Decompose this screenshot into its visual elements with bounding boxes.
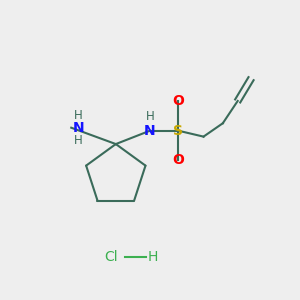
Text: H: H — [146, 110, 154, 123]
Text: H: H — [148, 250, 158, 264]
Text: N: N — [144, 124, 156, 138]
Text: N: N — [73, 121, 85, 135]
Text: O: O — [172, 153, 184, 167]
Text: H: H — [74, 109, 83, 122]
Text: O: O — [172, 94, 184, 108]
Text: H: H — [74, 134, 83, 147]
Text: S: S — [173, 124, 183, 138]
Text: Cl: Cl — [104, 250, 118, 264]
